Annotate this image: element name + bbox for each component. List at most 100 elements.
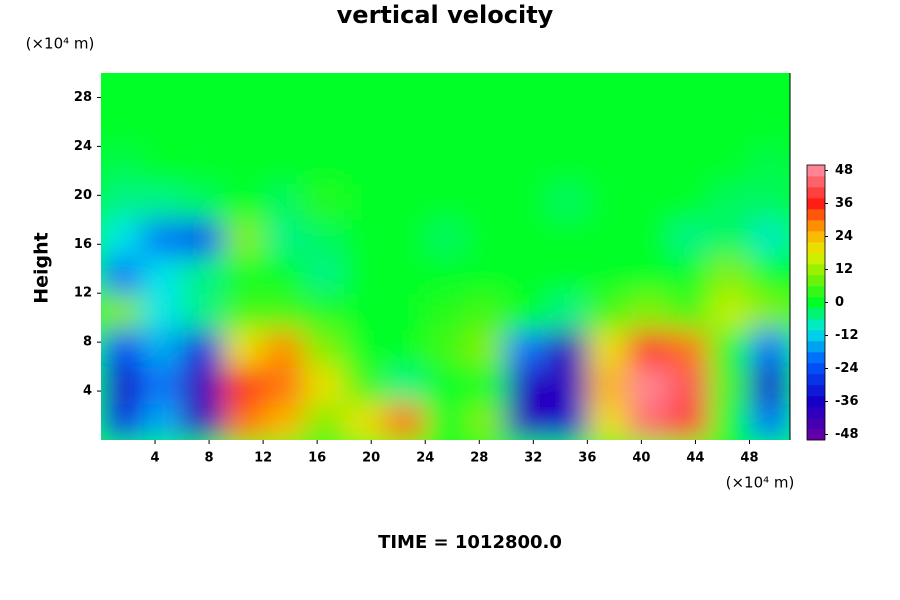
field-cell <box>222 403 264 440</box>
field-cell <box>344 146 386 184</box>
colorbar-band <box>807 231 825 243</box>
field-cell <box>668 403 710 440</box>
field-cell <box>708 329 750 368</box>
field-cell <box>222 256 264 294</box>
y-unit: (×10⁴ m) <box>26 35 95 53</box>
y-tick-label: 24 <box>74 139 92 154</box>
colorbar-band <box>807 319 825 331</box>
field-cell <box>384 109 426 147</box>
field-cell <box>182 146 224 184</box>
field-cell <box>263 256 305 294</box>
field-cell <box>627 73 669 111</box>
field-cell <box>303 403 345 440</box>
field-cell <box>303 366 345 404</box>
field-cell <box>101 329 143 368</box>
field-cell <box>222 146 264 184</box>
colorbar-tick-label: -36 <box>835 394 859 409</box>
field-cell <box>465 329 507 368</box>
y-tick-label: 4 <box>83 384 92 399</box>
field-cell <box>303 146 345 184</box>
colorbar-band <box>807 297 825 309</box>
field-cell <box>182 329 224 368</box>
colorbar-band <box>807 330 825 342</box>
field <box>101 73 790 440</box>
x-tick-label: 32 <box>524 451 542 466</box>
field-cell <box>465 73 507 111</box>
field-cell <box>425 73 467 111</box>
field-cell <box>506 109 548 147</box>
field-cell <box>465 109 507 147</box>
colorbar-band <box>807 308 825 320</box>
field-cell <box>668 329 710 368</box>
field-cell <box>263 183 305 221</box>
field-cell <box>425 183 467 221</box>
field-cell <box>101 256 143 294</box>
field-cell <box>749 293 790 331</box>
field-cell <box>303 109 345 147</box>
colorbar-tick-label: -24 <box>835 361 859 376</box>
field-cell <box>101 109 143 147</box>
field-cell <box>263 73 305 111</box>
field-cell <box>668 293 710 331</box>
colorbar-band <box>807 385 825 397</box>
footer: TIME = 1012800.0 <box>378 532 562 553</box>
field-cell <box>506 256 548 294</box>
x-tick-label: 4 <box>151 451 160 466</box>
x-tick-label: 48 <box>740 451 758 466</box>
field-cell <box>141 183 183 221</box>
field-cell <box>101 403 143 440</box>
field-cell <box>465 403 507 440</box>
field-cell <box>141 329 183 368</box>
field-cell <box>749 146 790 184</box>
colorbar-tick-label: 12 <box>835 262 853 277</box>
field-cell <box>425 403 467 440</box>
field-cell <box>465 293 507 331</box>
colorbar-band <box>807 253 825 265</box>
field-cell <box>141 219 183 257</box>
field-cell <box>344 219 386 257</box>
field-cell <box>384 183 426 221</box>
field-cell <box>546 403 588 440</box>
field-cell <box>141 366 183 404</box>
x-tick-label: 28 <box>470 451 488 466</box>
field-cell <box>141 146 183 184</box>
field-cell <box>303 183 345 221</box>
field-cell <box>303 219 345 257</box>
field-cell <box>546 293 588 331</box>
colorbar-band <box>807 275 825 287</box>
field-cell <box>708 73 750 111</box>
field-cell <box>263 329 305 368</box>
colorbar-tick-label: -48 <box>835 427 859 442</box>
field-cell <box>263 403 305 440</box>
x-unit: (×10⁴ m) <box>726 474 795 492</box>
colorbar-band <box>807 286 825 298</box>
x-tick-label: 36 <box>578 451 596 466</box>
field-cell <box>708 256 750 294</box>
field-cell <box>141 73 183 111</box>
field-blur <box>101 73 790 440</box>
field-cell <box>668 109 710 147</box>
field-cell <box>263 219 305 257</box>
overlay: 4 8 12 16 20 24 28 32 36 40 44 48481216202428-48-36… <box>74 73 859 466</box>
x-tick-label: 24 <box>416 451 434 466</box>
field-cell <box>668 73 710 111</box>
field-cell <box>425 219 467 257</box>
field-cell <box>344 73 386 111</box>
field-cell <box>627 109 669 147</box>
colorbar-band <box>807 242 825 254</box>
colorbar-band <box>807 407 825 419</box>
field-cell <box>222 219 264 257</box>
field-cell <box>708 183 750 221</box>
field-cell <box>344 403 386 440</box>
field-cell <box>101 146 143 184</box>
field-cell <box>222 366 264 404</box>
field-cell <box>708 109 750 147</box>
field-cell <box>182 293 224 331</box>
field-cell <box>465 183 507 221</box>
field-cell <box>708 293 750 331</box>
y-tick-label: 8 <box>83 335 92 350</box>
field-cell <box>587 183 629 221</box>
field-cell <box>749 109 790 147</box>
field-cell <box>708 146 750 184</box>
field-cell <box>627 403 669 440</box>
